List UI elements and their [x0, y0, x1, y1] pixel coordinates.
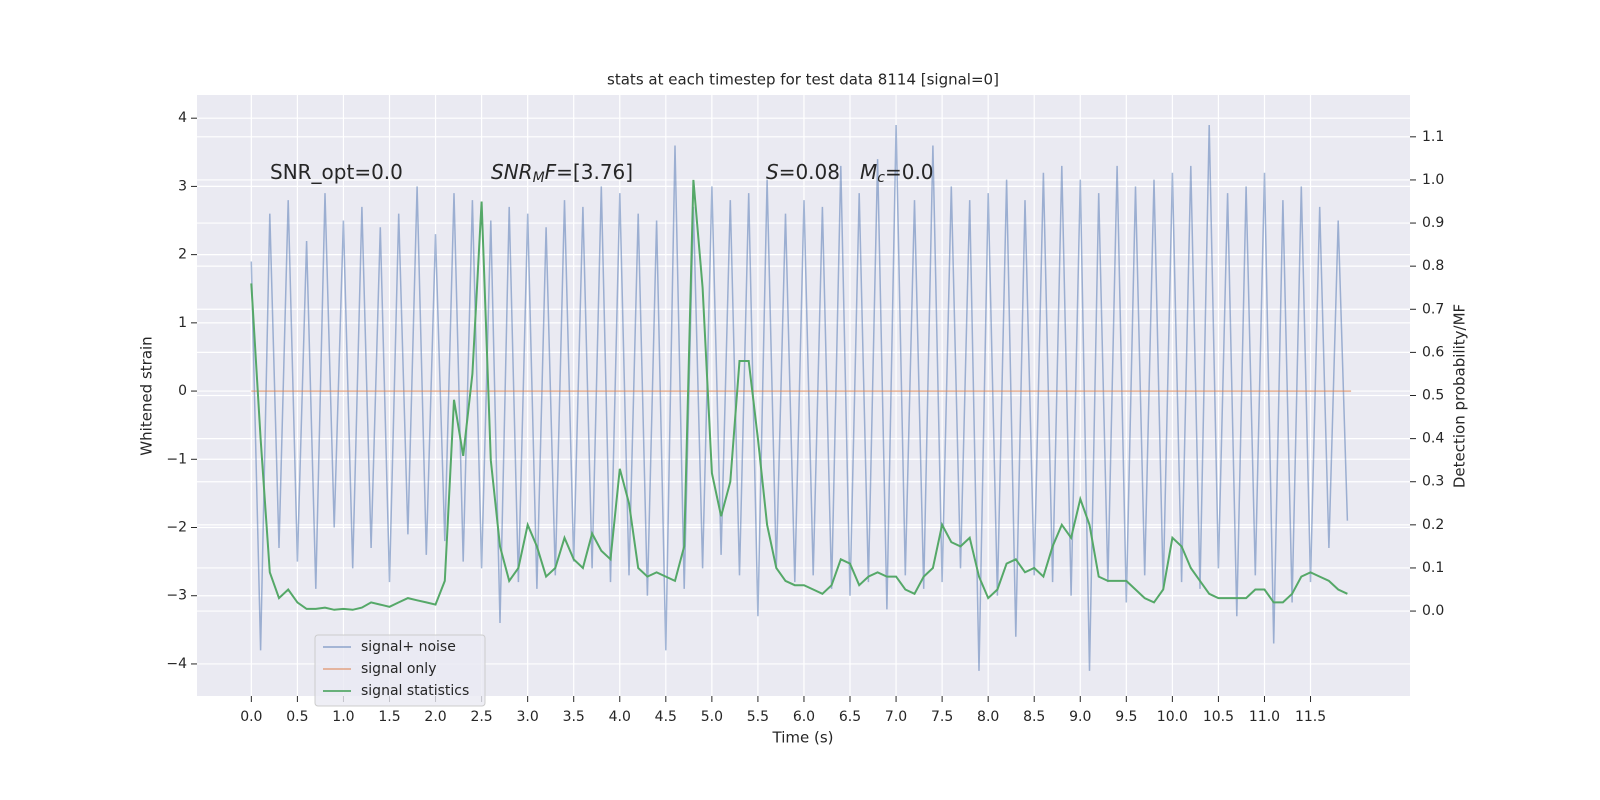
x-tick-label: 6.0 — [793, 709, 815, 725]
y2-tick-label: 0.1 — [1422, 560, 1444, 576]
y-tick-label: 0 — [178, 383, 187, 399]
x-tick-label: 9.0 — [1069, 709, 1091, 725]
annotation: SNR_opt=0.0 — [270, 160, 403, 184]
annotation-part: M — [860, 160, 877, 184]
x-tick-label: 9.5 — [1115, 709, 1137, 725]
x-tick-label: 5.5 — [747, 709, 769, 725]
x-tick-label: 8.0 — [977, 709, 999, 725]
x-tick-label: 0.5 — [286, 709, 308, 725]
y2-tick-label: 0.7 — [1422, 301, 1444, 317]
y2-tick-label: 0.5 — [1422, 388, 1444, 404]
annotation: S=0.08 — [766, 160, 840, 184]
legend-box — [314, 634, 486, 707]
y2-tick-label: 0.6 — [1422, 344, 1444, 360]
legend-label: signal+ noise — [361, 639, 456, 655]
y-tick-label: 2 — [178, 247, 187, 263]
x-tick-label: 3.0 — [517, 709, 539, 725]
x-tick-label: 6.5 — [839, 709, 861, 725]
y2-tick-label: 0.9 — [1422, 215, 1444, 231]
chart-title: stats at each timestep for test data 811… — [607, 71, 999, 89]
y-axis-label: Whitened strain — [138, 336, 156, 455]
legend-label: signal only — [361, 661, 436, 677]
y2-tick-label: 1.1 — [1422, 129, 1444, 145]
x-tick-label: 2.0 — [424, 709, 446, 725]
annotation-part: F — [545, 160, 557, 184]
y2-tick-label: 1.0 — [1422, 172, 1444, 188]
x-tick-label: 10.0 — [1157, 709, 1188, 725]
annotation-part: =0.0 — [885, 160, 934, 184]
x-tick-label: 7.5 — [931, 709, 953, 725]
x-tick-label: 0.0 — [240, 709, 262, 725]
y2-tick-label: 0.0 — [1422, 603, 1444, 619]
annotation-part: =[3.76] — [556, 160, 633, 184]
y-tick-label: 3 — [178, 178, 187, 194]
annotation-part: =0.08 — [779, 160, 840, 184]
x-tick-label: 1.5 — [378, 709, 400, 725]
marks — [250, 124, 1352, 671]
y2-tick-label: 0.8 — [1422, 258, 1444, 274]
x-axis-label: Time (s) — [772, 729, 834, 747]
x-tick-label: 7.0 — [885, 709, 907, 725]
x-tick-label: 2.5 — [470, 709, 492, 725]
annotation-part: SNR_opt=0.0 — [270, 160, 403, 184]
y2-tick-label: 0.4 — [1422, 431, 1444, 447]
annotation: SNRMF=[3.76] — [491, 160, 633, 187]
annotation-part: c — [877, 170, 885, 186]
y-tick-label: −4 — [166, 656, 187, 672]
y-tick-label: 1 — [178, 315, 187, 331]
legend-label: signal statistics — [361, 683, 469, 699]
x-tick-label: 3.5 — [563, 709, 585, 725]
x-tick-label: 4.5 — [655, 709, 677, 725]
x-tick-label: 1.0 — [332, 709, 354, 725]
y2-tick-label: 0.2 — [1422, 517, 1444, 533]
y-tick-label: −2 — [166, 520, 187, 536]
x-tick-label: 11.5 — [1295, 709, 1326, 725]
y2-axis-label: Detection probability/MF — [1451, 304, 1469, 488]
x-tick-label: 10.5 — [1203, 709, 1234, 725]
y2-tick-label: 0.3 — [1422, 474, 1444, 490]
annotation-part: M — [533, 170, 545, 186]
annotation-part: SNR — [491, 160, 533, 184]
y-tick-label: 4 — [178, 110, 187, 126]
y-tick-label: −3 — [166, 588, 187, 604]
series-line — [250, 179, 1348, 611]
x-tick-label: 4.0 — [609, 709, 631, 725]
y-tick-label: −1 — [166, 451, 187, 467]
x-tick-label: 5.0 — [701, 709, 723, 725]
x-tick-label: 8.5 — [1023, 709, 1045, 725]
annotation-part: S — [766, 160, 779, 184]
x-tick-label: 11.0 — [1249, 709, 1280, 725]
annotation: Mc=0.0 — [860, 160, 934, 187]
